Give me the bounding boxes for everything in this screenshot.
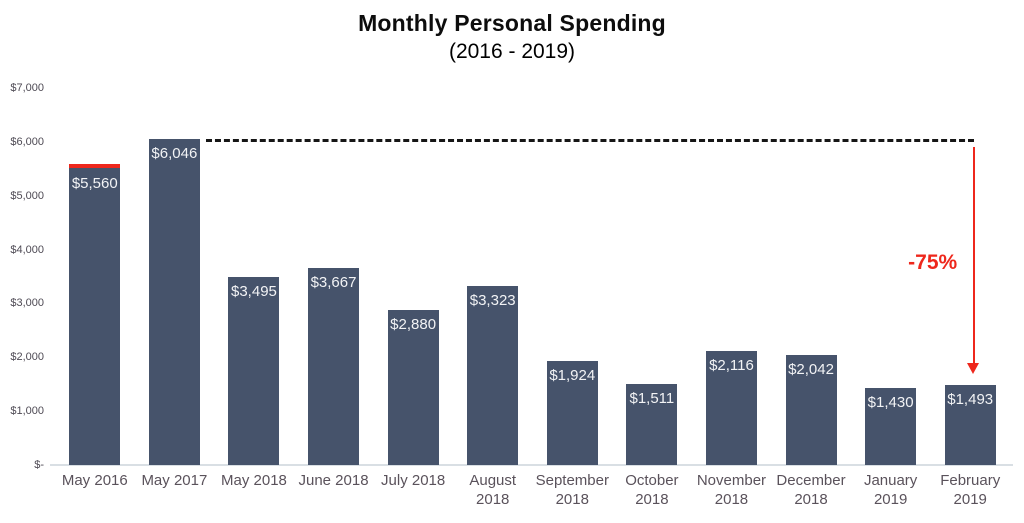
bar xyxy=(546,361,598,465)
y-axis-tick-label: $1,000 xyxy=(10,405,44,418)
x-axis-label: June 2018 xyxy=(298,472,369,489)
x-axis-line xyxy=(50,464,1013,466)
percent-change-label: -75% xyxy=(908,251,958,274)
x-axis-label: July 2018 xyxy=(381,472,446,489)
decrease-arrow-line xyxy=(973,147,976,363)
x-axis-label: August 2018 xyxy=(469,472,517,508)
y-axis-tick-label: $7,000 xyxy=(10,82,44,94)
bar-value-label: $5,560 xyxy=(71,174,118,192)
chart-subtitle: (2016 - 2019) xyxy=(448,40,576,63)
x-axis-label: May 2018 xyxy=(221,472,287,489)
bar xyxy=(785,355,837,465)
bar xyxy=(626,383,678,465)
bar-value-label: $1,924 xyxy=(549,367,596,385)
bar xyxy=(308,267,360,465)
y-axis-tick-label: $3,000 xyxy=(10,297,44,310)
bar-value-label: $2,116 xyxy=(709,357,754,375)
bar-value-label: $3,323 xyxy=(469,292,516,310)
chart-title: Monthly Personal Spending xyxy=(358,10,666,36)
reference-dotted-line xyxy=(205,139,975,143)
bar-value-label: $1,493 xyxy=(947,390,994,408)
bar xyxy=(148,139,200,465)
x-axis-label: May 2016 xyxy=(61,472,128,489)
y-axis-tick-label: $- xyxy=(34,459,44,471)
x-axis-label: October 2018 xyxy=(625,472,679,508)
bar-value-label: $3,667 xyxy=(310,273,357,291)
y-axis-tick-label: $4,000 xyxy=(10,243,44,256)
x-axis-label: May 2017 xyxy=(141,472,208,489)
x-axis-label: November 2018 xyxy=(696,472,767,508)
bar xyxy=(69,165,121,465)
bar-value-label: $3,495 xyxy=(231,282,277,300)
y-axis-tick-label: $2,000 xyxy=(10,351,44,364)
bar-value-label: $2,880 xyxy=(390,315,437,333)
x-axis-label: September 2018 xyxy=(535,472,609,508)
bar-value-label: $1,430 xyxy=(867,393,914,411)
x-axis-label: January 2019 xyxy=(863,472,918,508)
bar xyxy=(865,387,917,465)
bar xyxy=(228,276,280,465)
y-axis-tick-label: $5,000 xyxy=(10,189,44,202)
bar xyxy=(467,286,519,465)
bar xyxy=(944,384,996,465)
bar-value-label: $1,511 xyxy=(629,389,675,407)
x-axis-label: February 2019 xyxy=(940,472,1001,508)
bar xyxy=(705,351,757,465)
bar-value-label: $6,046 xyxy=(151,145,198,163)
bar xyxy=(387,309,439,465)
start-level-accent-line xyxy=(69,163,121,168)
x-axis-label: December 2018 xyxy=(776,472,846,508)
decrease-arrow-head-icon xyxy=(967,363,980,374)
bar-value-label: $2,042 xyxy=(788,361,834,379)
y-axis-tick-label: $6,000 xyxy=(10,135,44,148)
